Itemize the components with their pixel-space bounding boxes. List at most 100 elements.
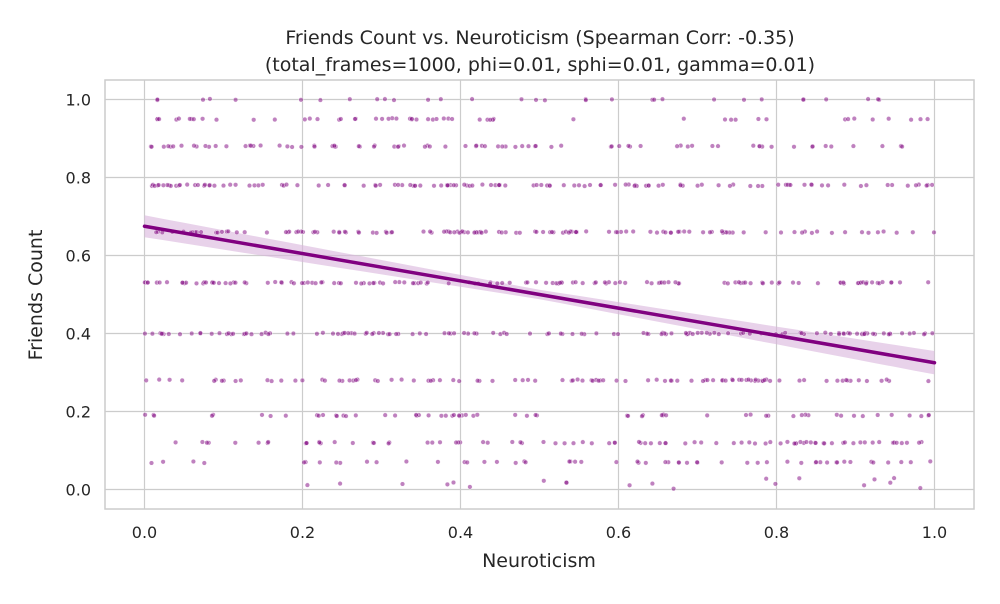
data-point [464, 459, 470, 465]
data-point [571, 182, 577, 188]
data-point [442, 144, 448, 150]
data-point [854, 331, 860, 337]
data-point [814, 228, 820, 234]
data-point [742, 280, 748, 286]
data-point [925, 279, 931, 285]
data-point [227, 280, 233, 286]
data-point [899, 144, 905, 150]
data-point [256, 440, 262, 446]
data-point [889, 412, 895, 418]
data-point [342, 330, 348, 336]
data-point [710, 377, 716, 383]
data-point [562, 440, 568, 446]
data-point [291, 280, 297, 286]
data-point [875, 96, 881, 102]
data-point [870, 440, 876, 446]
data-point [533, 412, 539, 418]
data-point [575, 377, 581, 383]
data-point [202, 182, 208, 188]
data-point [857, 439, 863, 445]
data-point [692, 439, 698, 445]
data-point [490, 378, 496, 384]
data-point [401, 279, 407, 285]
data-point [593, 330, 599, 336]
data-point [851, 116, 857, 122]
data-point [322, 378, 328, 384]
data-point [524, 279, 530, 285]
data-point [808, 439, 814, 445]
data-point [370, 280, 376, 286]
data-point [318, 279, 324, 285]
data-point [338, 280, 344, 286]
data-point [265, 331, 271, 337]
data-point [681, 116, 687, 122]
data-point [887, 480, 893, 486]
data-point [719, 228, 725, 234]
data-point [847, 331, 853, 337]
data-point [829, 230, 835, 236]
data-point [590, 378, 596, 384]
data-point [614, 229, 620, 235]
data-point [461, 182, 467, 188]
data-point [338, 116, 344, 122]
data-point [549, 229, 555, 235]
data-point [435, 459, 441, 465]
data-point [668, 378, 674, 384]
data-point [258, 142, 264, 148]
data-point [371, 440, 377, 446]
data-point [865, 96, 871, 102]
data-point [215, 230, 221, 236]
data-point [377, 182, 383, 188]
data-point [200, 97, 206, 103]
data-point [913, 182, 919, 188]
data-point [623, 228, 629, 234]
data-point [613, 459, 619, 465]
data-point [541, 478, 547, 484]
data-point [824, 378, 830, 384]
data-point [656, 183, 662, 189]
data-point [784, 459, 790, 465]
data-point [411, 378, 417, 384]
data-point [764, 116, 770, 122]
data-point [541, 439, 547, 445]
data-point [195, 182, 201, 188]
data-point [910, 229, 916, 235]
data-point [775, 182, 781, 188]
data-point [317, 459, 323, 465]
data-point [412, 183, 418, 189]
data-point [198, 229, 204, 235]
data-point [234, 229, 240, 235]
data-point [564, 480, 570, 486]
data-point [711, 330, 717, 336]
data-point [325, 182, 331, 188]
data-point [265, 280, 271, 286]
data-point [828, 143, 834, 149]
data-point [523, 459, 529, 465]
data-point [209, 331, 215, 337]
data-point [828, 331, 834, 337]
data-point [423, 331, 429, 337]
data-point [669, 330, 675, 336]
y-tick-label: 0.6 [66, 247, 91, 266]
data-point [796, 280, 802, 286]
data-point [570, 116, 576, 122]
data-point [796, 475, 802, 481]
data-point [315, 116, 321, 122]
data-point [201, 460, 207, 466]
data-point [331, 280, 337, 286]
scatter-points [142, 96, 937, 492]
data-point [475, 378, 481, 384]
data-point [165, 143, 171, 149]
data-point [451, 330, 457, 336]
data-point [646, 182, 652, 188]
data-point [842, 229, 848, 235]
data-point [382, 96, 388, 102]
data-point [374, 230, 380, 236]
data-point [642, 440, 648, 446]
data-point [813, 440, 819, 446]
data-point [298, 144, 304, 150]
data-point [784, 439, 790, 445]
data-point [644, 279, 650, 285]
data-point [862, 439, 868, 445]
